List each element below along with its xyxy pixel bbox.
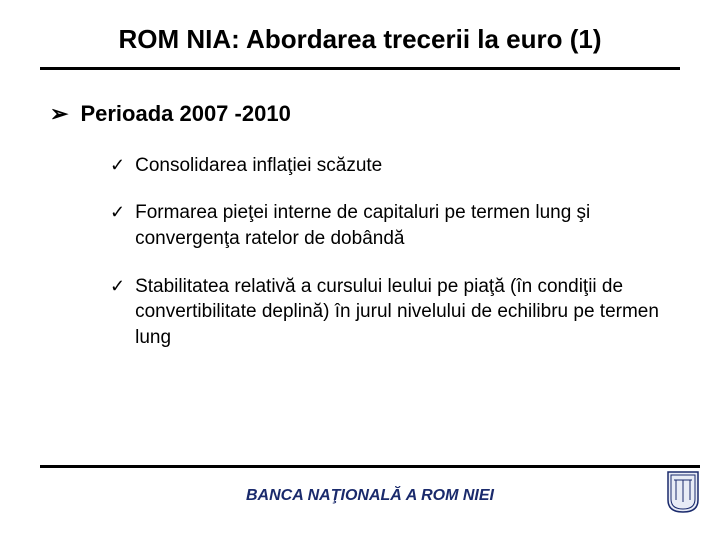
bank-logo-icon (666, 470, 700, 514)
sub-bullet: ✓ Stabilitatea relativă a cursului leulu… (110, 274, 680, 351)
main-bullet-label: Perioada 2007 -2010 (80, 100, 290, 129)
main-bullet: ➢ Perioada 2007 -2010 (50, 100, 680, 129)
sub-bullet-text: Stabilitatea relativă a cursului leului … (135, 274, 675, 351)
sub-bullet: ✓ Consolidarea inflaţiei scăzute (110, 153, 680, 179)
sub-bullet-text: Consolidarea inflaţiei scăzute (135, 153, 382, 179)
sub-bullet-list: ✓ Consolidarea inflaţiei scăzute ✓ Forma… (110, 153, 680, 351)
sub-bullet: ✓ Formarea pieţei interne de capitaluri … (110, 200, 680, 251)
slide-title: ROM NIA: Abordarea trecerii la euro (1) (40, 20, 680, 67)
title-rule (40, 67, 680, 70)
check-icon: ✓ (110, 274, 125, 298)
slide: ROM NIA: Abordarea trecerii la euro (1) … (0, 0, 720, 540)
arrow-icon: ➢ (50, 100, 68, 129)
check-icon: ✓ (110, 200, 125, 224)
check-icon: ✓ (110, 153, 125, 177)
footer-rule (40, 465, 700, 468)
slide-footer: BANCA NAŢIONALĂ A ROM NIEI (40, 465, 700, 516)
footer-row: BANCA NAŢIONALĂ A ROM NIEI (40, 476, 700, 516)
sub-bullet-text: Formarea pieţei interne de capitaluri pe… (135, 200, 675, 251)
footer-text: BANCA NAŢIONALĂ A ROM NIEI (246, 487, 494, 505)
